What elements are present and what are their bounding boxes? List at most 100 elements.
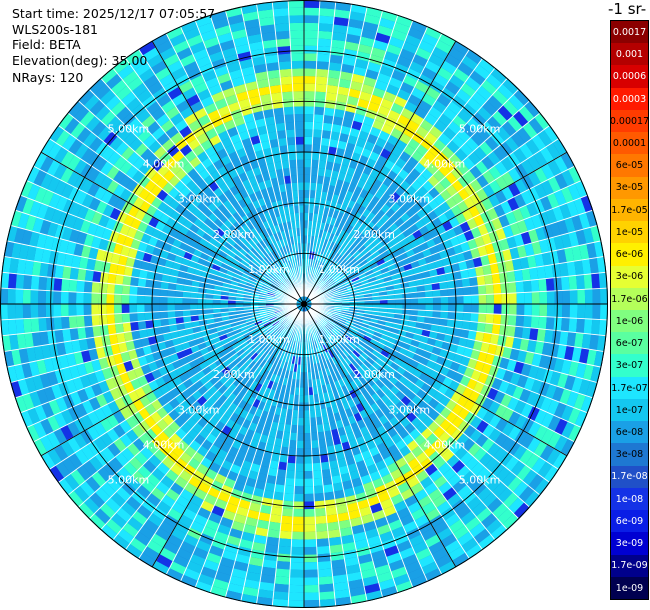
range-gate-cell: [452, 327, 462, 338]
range-gate-cell: [338, 78, 352, 89]
range-gate-cell: [492, 313, 502, 325]
range-gate-cell: [424, 310, 434, 318]
range-gate-cell: [90, 535, 108, 553]
range-gate-cell: [332, 116, 344, 126]
range-gate-cell: [250, 549, 265, 560]
range-gate-cell: [482, 424, 496, 439]
range-gate-cell: [581, 333, 592, 350]
range-gate-cell: [444, 387, 456, 400]
range-gate-cell: [393, 573, 411, 586]
range-gate-cell: [342, 231, 350, 241]
range-gate-cell: [310, 167, 319, 176]
range-gate-cell: [386, 312, 395, 319]
range-gate-cell: [363, 456, 376, 468]
range-gate-cell: [327, 69, 341, 79]
range-gate-cell: [504, 259, 515, 272]
range-gate-cell: [390, 127, 403, 140]
range-gate-cell: [362, 481, 375, 492]
range-gate-cell: [388, 222, 399, 233]
range-gate-cell: [338, 465, 350, 475]
range-gate-cell: [304, 121, 314, 130]
range-gate-cell: [15, 318, 25, 335]
range-gate-cell: [341, 376, 350, 386]
range-gate-cell: [434, 259, 444, 269]
range-gate-cell: [327, 280, 335, 287]
range-gate-cell: [341, 480, 354, 490]
range-gate-cell: [419, 119, 434, 132]
range-gate-cell: [372, 87, 386, 99]
range-gate-cell: [327, 268, 335, 276]
range-gate-cell: [476, 486, 493, 502]
range-gate-cell: [345, 225, 354, 234]
range-gate-cell: [182, 297, 191, 304]
range-gate-cell: [415, 47, 432, 61]
range-gate-cell: [399, 445, 412, 457]
range-gate-cell: [464, 76, 481, 92]
range-gate-cell: [390, 202, 401, 213]
range-gate-cell: [420, 137, 434, 151]
range-gate-cell: [327, 224, 334, 234]
range-gate-cell: [159, 288, 168, 297]
range-gate-cell: [422, 277, 432, 285]
range-gate-cell: [381, 473, 394, 485]
range-gate-cell: [309, 417, 317, 426]
range-gate-cell: [304, 15, 320, 24]
range-gate-cell: [443, 436, 457, 450]
range-gate-cell: [273, 437, 283, 447]
range-gate-cell: [290, 348, 295, 357]
range-gate-cell: [553, 189, 567, 206]
range-gate-cell: [22, 289, 31, 304]
range-gate-cell: [477, 313, 487, 324]
range-gate-cell: [363, 251, 372, 260]
range-gate-cell: [479, 141, 494, 156]
range-gate-cell: [280, 446, 289, 456]
range-gate-cell: [284, 477, 295, 487]
range-gate-cell: [314, 268, 320, 277]
range-gate-cell: [471, 501, 488, 517]
range-gate-cell: [359, 506, 373, 517]
range-gate-cell: [221, 549, 238, 561]
range-gate-cell: [386, 289, 395, 296]
range-gate-cell: [500, 393, 513, 408]
range-gate-cell: [444, 513, 461, 528]
range-gate-cell: [321, 336, 327, 345]
range-gate-cell: [367, 342, 377, 350]
range-gate-cell: [349, 371, 358, 381]
range-gate-cell: [329, 421, 338, 431]
range-gate-cell: [445, 423, 458, 437]
range-gate-cell: [251, 541, 266, 552]
range-gate-cell: [433, 73, 449, 88]
range-gate-cell: [426, 337, 437, 347]
range-gate-cell: [428, 488, 443, 502]
range-gate-cell: [273, 8, 289, 17]
range-gate-cell: [277, 53, 292, 63]
range-gate-cell: [535, 366, 547, 382]
range-gate-cell: [114, 304, 122, 314]
range-gate-cell: [415, 547, 432, 561]
range-gate-cell: [531, 304, 540, 317]
range-gate-cell: [464, 516, 481, 532]
range-gate-cell: [331, 225, 339, 235]
range-gate-cell: [501, 471, 517, 488]
range-gate-cell: [382, 91, 397, 103]
range-gate-cell: [400, 319, 410, 327]
range-gate-cell: [526, 391, 539, 407]
range-gate-cell: [451, 94, 467, 110]
range-gate-cell: [265, 536, 280, 546]
range-gate-cell: [410, 482, 425, 495]
range-gate-cell: [241, 531, 256, 542]
range-gate-cell: [0, 189, 14, 208]
range-gate-cell: [221, 0, 240, 4]
range-gate-cell: [327, 414, 336, 423]
range-gate-cell: [360, 322, 370, 329]
range-gate-cell: [323, 314, 332, 320]
range-gate-cell: [442, 107, 458, 121]
range-gate-cell: [530, 315, 540, 329]
range-gate-cell: [541, 412, 554, 429]
range-gate-cell: [407, 501, 422, 514]
range-gate-cell: [396, 352, 406, 361]
range-gate-cell: [373, 269, 383, 277]
range-gate-cell: [266, 474, 277, 485]
range-gate-cell: [334, 277, 343, 284]
range-gate-cell: [286, 462, 296, 471]
